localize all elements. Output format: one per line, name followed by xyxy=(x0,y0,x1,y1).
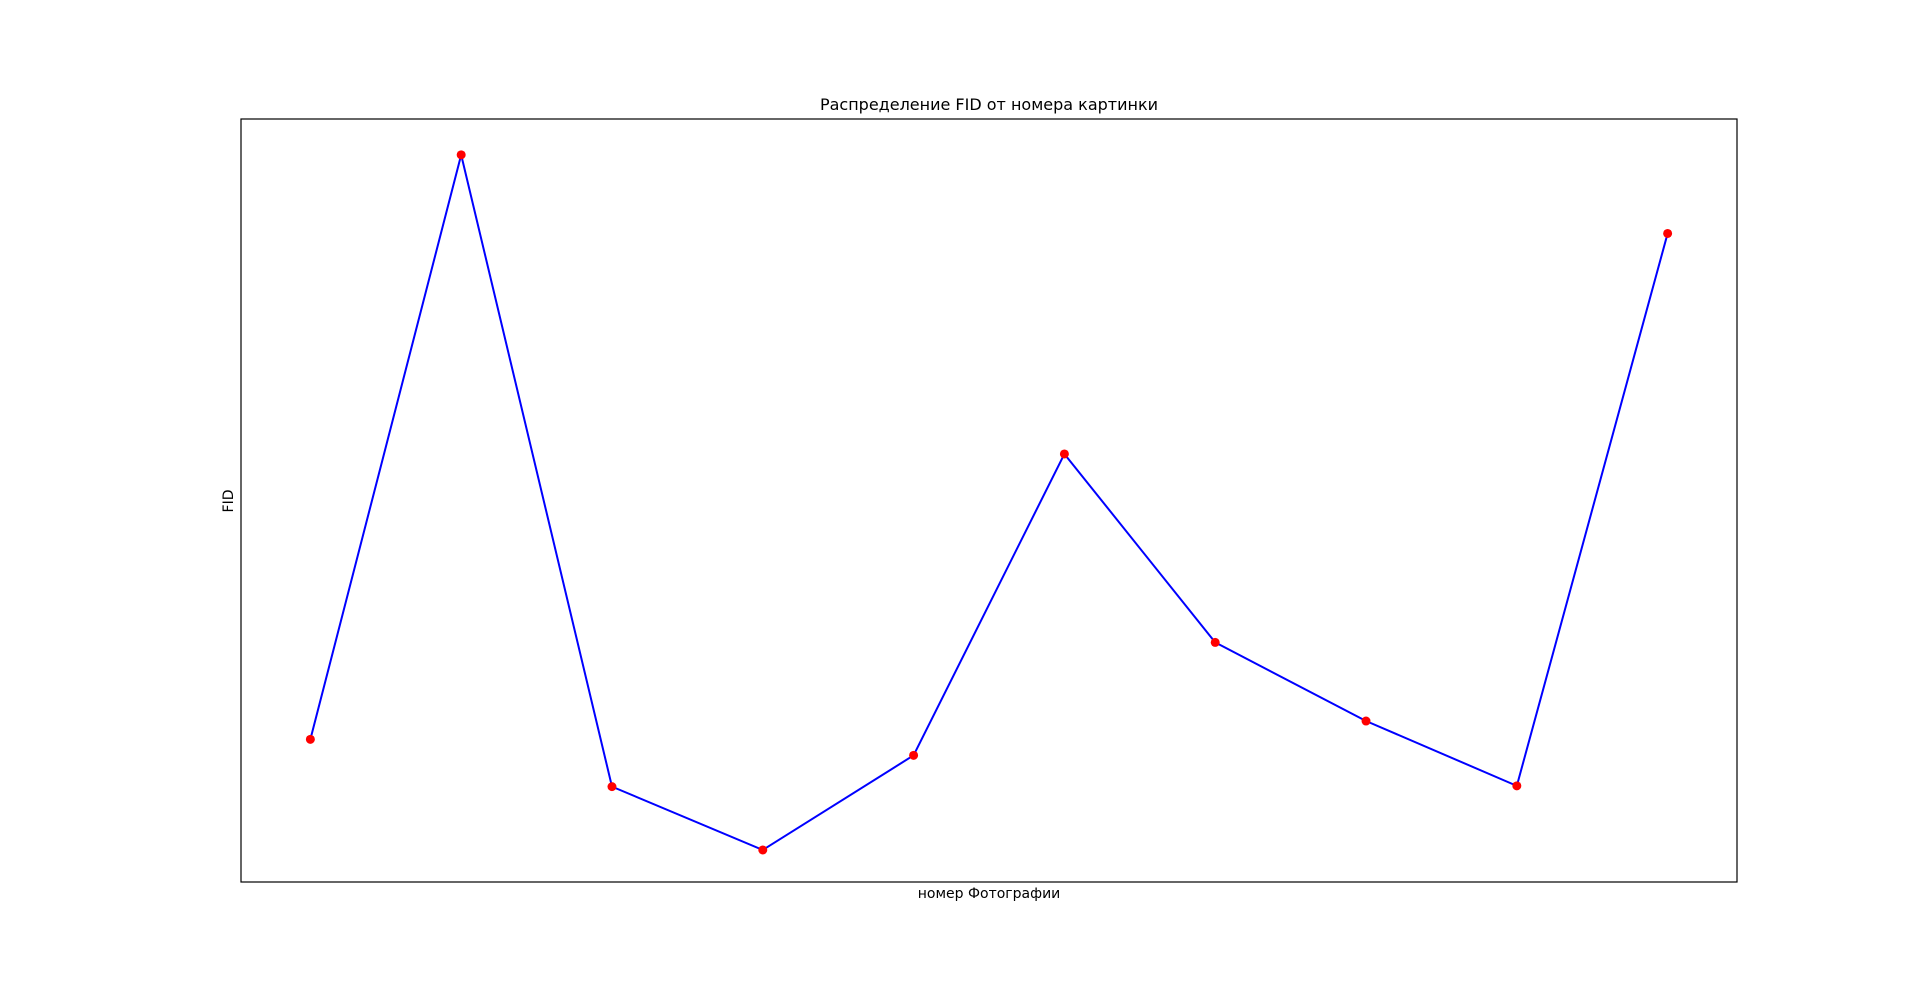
plot-frame xyxy=(240,118,1738,883)
data-point xyxy=(909,750,919,760)
data-point xyxy=(1059,449,1069,459)
data-point xyxy=(1663,228,1673,238)
series-line xyxy=(309,153,1669,851)
chart-title: Распределение FID от номера картинки xyxy=(820,95,1158,114)
data-point xyxy=(758,845,768,855)
data-point xyxy=(305,734,315,744)
y-axis-label: FID xyxy=(221,490,237,513)
data-point xyxy=(1512,781,1522,791)
plot-layer xyxy=(305,150,1673,855)
x-axis-label: номер Фотографии xyxy=(918,886,1061,902)
data-point xyxy=(607,782,617,792)
data-point xyxy=(456,150,466,160)
data-point xyxy=(1210,637,1220,647)
data-point xyxy=(1361,716,1371,726)
